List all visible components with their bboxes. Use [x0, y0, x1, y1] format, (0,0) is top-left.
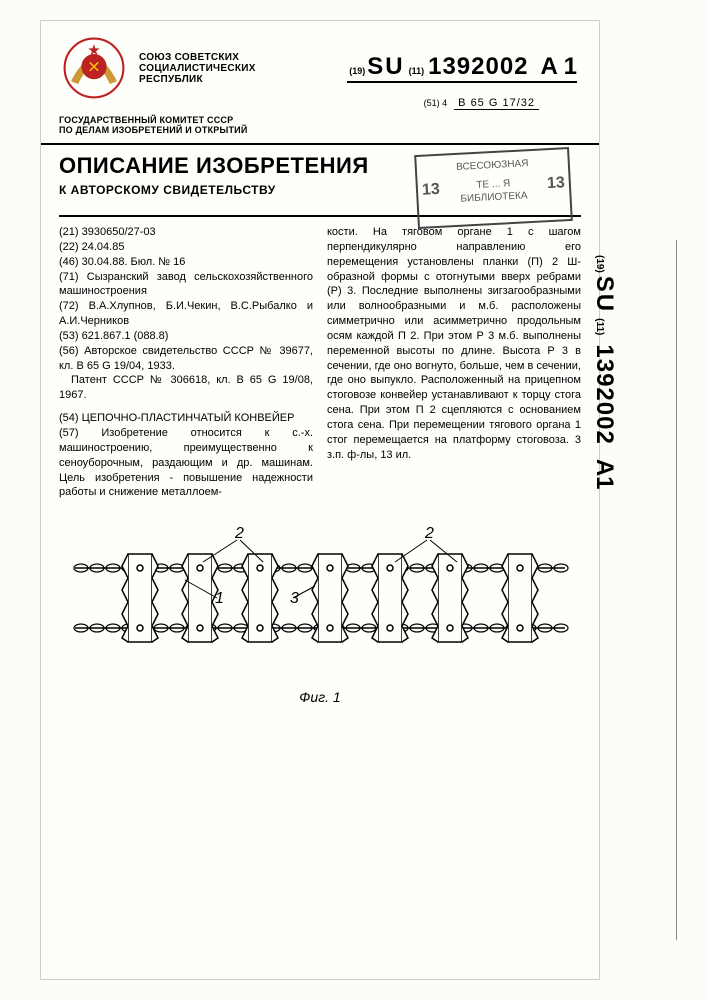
document-number-block: (19) SU (11) 1392002 A 1 [349, 53, 577, 81]
field-53: (53) 621.867.1 (088.8) [59, 329, 313, 344]
fig-label-2b: 2 [424, 525, 434, 542]
conveyor-diagram-icon: 2 2 1 3 [65, 518, 575, 678]
stamp-number-left: 13 [422, 180, 441, 202]
side-doc-number: (19) SU (11) 1392002 A1 [590, 255, 618, 490]
field-56: (56) Авторское свидетельство СССР № 3967… [59, 344, 313, 374]
ipc-value: B 65 G 17/32 [454, 97, 539, 110]
idx-label: (11) [409, 66, 425, 76]
doc-number: 1392002 [428, 53, 528, 81]
title-sub: К АВТОРСКОМУ СВИДЕТЕЛЬСТВУ [59, 183, 369, 197]
abstract-columns: (21) 3930650/27-03 (22) 24.04.85 (46) 30… [41, 225, 599, 500]
committee-line: ПО ДЕЛАМ ИЗОБРЕТЕНИЙ И ОТКРЫТИЙ [59, 125, 581, 135]
iso-label: (19) [349, 66, 365, 76]
stamp-line: ВСЕСОЮЗНАЯ [423, 155, 562, 175]
field-54: (54) ЦЕПОЧНО-ПЛАСТИНЧАТЫЙ КОНВЕЙЕР [59, 411, 313, 426]
figure-1: 2 2 1 3 Фиг. 1 [59, 518, 581, 705]
side-doc-number-value: 1392002 [590, 344, 618, 444]
committee-line: ГОСУДАРСТВЕННЫЙ КОМИТЕТ СССР [59, 115, 581, 125]
issuer-line: СОЦИАЛИСТИЧЕСКИХ [139, 63, 256, 74]
field-56b: Патент СССР № 306618, кл. B 65 G 19/08, … [59, 373, 313, 403]
side-kind-code: A1 [590, 459, 618, 490]
fig-label-1: 1 [215, 590, 224, 607]
ussr-emblem-icon [59, 33, 129, 103]
stamp-number-right: 13 [547, 173, 566, 195]
ipc-block: (51) 4 B 65 G 17/32 [424, 97, 539, 109]
field-21: (21) 3930650/27-03 [59, 225, 313, 240]
margin-rule [676, 240, 677, 940]
side-iso: (19) [594, 255, 605, 273]
doc-number-underline [347, 81, 577, 83]
title-main: ОПИСАНИЕ ИЗОБРЕТЕНИЯ [59, 153, 369, 179]
field-22: (22) 24.04.85 [59, 240, 313, 255]
side-country-code: SU [590, 276, 618, 313]
left-column: (21) 3930650/27-03 (22) 24.04.85 (46) 30… [59, 225, 313, 500]
country-code: SU [367, 53, 404, 81]
patent-page: СОЮЗ СОВЕТСКИХ СОЦИАЛИСТИЧЕСКИХ РЕСПУБЛИ… [40, 20, 600, 980]
field-57: (57) Изобретение относится к с.-х. машин… [59, 426, 313, 500]
abstract-continuation: кости. На тяговом органе 1 с шагом перпе… [327, 225, 581, 463]
committee-block: ГОСУДАРСТВЕННЫЙ КОМИТЕТ СССР ПО ДЕЛАМ ИЗ… [41, 109, 599, 137]
fig-label-3: 3 [290, 590, 299, 607]
library-stamp: 13 13 ВСЕСОЮЗНАЯ ТЕ ... Я БИБЛИОТЕКА [414, 147, 573, 229]
side-idx: (11) [594, 318, 605, 335]
kind-code: A 1 [541, 53, 577, 81]
field-72: (72) В.А.Хлупнов, Б.И.Чекин, В.С.Рыбалко… [59, 299, 313, 329]
issuer-line: СОЮЗ СОВЕТСКИХ [139, 52, 256, 63]
issuer-block: СОЮЗ СОВЕТСКИХ СОЦИАЛИСТИЧЕСКИХ РЕСПУБЛИ… [139, 52, 256, 85]
divider [41, 143, 599, 145]
ipc-label: (51) 4 [424, 98, 448, 108]
figure-caption: Фиг. 1 [59, 689, 581, 705]
field-46: (46) 30.04.88. Бюл. № 16 [59, 255, 313, 270]
field-71: (71) Сызранский завод сельскохозяйственн… [59, 270, 313, 300]
fig-label-2: 2 [234, 525, 244, 542]
right-column: кости. На тяговом органе 1 с шагом перпе… [327, 225, 581, 500]
issuer-line: РЕСПУБЛИК [139, 74, 256, 85]
